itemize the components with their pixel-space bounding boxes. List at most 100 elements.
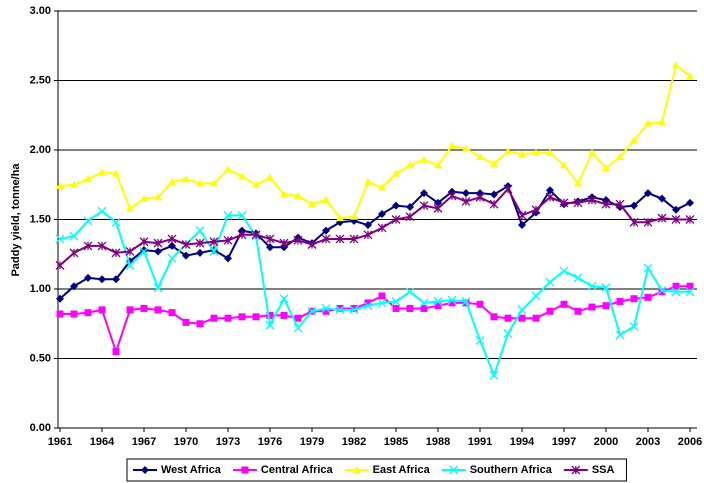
marker — [629, 322, 639, 331]
marker — [588, 148, 596, 156]
marker — [181, 240, 191, 249]
marker — [196, 320, 204, 328]
marker — [224, 165, 232, 173]
marker — [475, 335, 485, 345]
marker — [153, 283, 163, 293]
marker — [392, 201, 400, 210]
marker — [560, 161, 568, 169]
marker — [419, 298, 429, 308]
marker — [125, 260, 135, 270]
series — [55, 184, 695, 270]
marker — [503, 329, 513, 338]
marker — [560, 300, 568, 308]
marker — [153, 238, 163, 248]
marker — [392, 304, 400, 312]
marker — [686, 282, 694, 290]
marker — [503, 184, 513, 194]
marker — [252, 180, 260, 188]
marker — [126, 306, 134, 314]
marker — [125, 247, 135, 256]
marker — [448, 141, 456, 149]
marker — [489, 370, 499, 380]
marker — [630, 295, 638, 303]
marker — [378, 183, 386, 191]
marker — [475, 192, 485, 202]
marker — [601, 199, 611, 209]
marker — [280, 311, 288, 319]
marker — [111, 217, 121, 227]
marker — [265, 320, 275, 330]
marker — [364, 177, 372, 185]
marker — [545, 277, 555, 287]
marker — [98, 306, 106, 314]
marker — [168, 241, 176, 250]
marker — [307, 240, 317, 249]
marker — [644, 189, 652, 198]
marker — [601, 283, 611, 293]
marker — [685, 287, 695, 297]
marker — [182, 175, 190, 183]
marker — [420, 304, 428, 312]
marker — [84, 175, 92, 183]
y-tick-label: 1.00 — [30, 283, 51, 295]
marker — [195, 238, 205, 248]
y-tick-label: 1.50 — [30, 213, 51, 225]
marker — [658, 194, 666, 203]
marker — [644, 119, 652, 127]
marker — [546, 148, 554, 156]
marker — [406, 161, 414, 169]
marker — [139, 247, 149, 256]
marker — [363, 230, 373, 240]
marker — [350, 212, 358, 220]
marker — [504, 147, 512, 155]
marker — [685, 215, 695, 224]
marker — [349, 234, 359, 244]
marker — [84, 273, 92, 282]
marker — [433, 203, 443, 213]
y-axis-label: Paddy yield, tonne/ha — [10, 163, 22, 277]
marker — [265, 234, 275, 244]
marker — [532, 314, 540, 322]
marker — [517, 305, 527, 315]
marker — [237, 210, 247, 220]
marker — [196, 248, 204, 257]
marker — [210, 179, 218, 187]
marker — [392, 169, 400, 177]
marker — [294, 191, 302, 199]
marker — [167, 253, 177, 263]
marker — [97, 241, 107, 251]
marker — [336, 214, 344, 222]
y-tick-label: 3.00 — [30, 5, 51, 17]
legend-label: Central Africa — [261, 464, 334, 476]
marker — [293, 235, 303, 245]
marker — [56, 310, 64, 318]
marker — [573, 273, 583, 283]
marker — [111, 248, 121, 258]
marker — [447, 295, 457, 305]
series-line — [59, 187, 690, 267]
marker — [241, 466, 249, 474]
marker — [420, 189, 428, 198]
marker — [490, 190, 498, 199]
marker — [308, 200, 316, 208]
marker — [571, 465, 581, 475]
marker — [406, 304, 414, 312]
marker — [167, 234, 177, 244]
marker — [141, 466, 149, 474]
marker — [672, 205, 680, 214]
y-tick-label: 0.50 — [30, 352, 51, 364]
marker — [350, 304, 358, 312]
marker — [644, 293, 652, 301]
marker — [476, 300, 484, 308]
marker — [238, 313, 246, 321]
legend-label: East Africa — [373, 464, 431, 476]
series-line — [59, 209, 690, 379]
x-tick-label: 1997 — [552, 436, 576, 448]
series-line — [59, 63, 691, 220]
marker — [266, 243, 274, 252]
marker — [154, 247, 162, 256]
legend-label: Southern Africa — [470, 464, 553, 476]
marker — [406, 202, 414, 211]
marker — [671, 215, 681, 224]
series — [55, 206, 695, 380]
